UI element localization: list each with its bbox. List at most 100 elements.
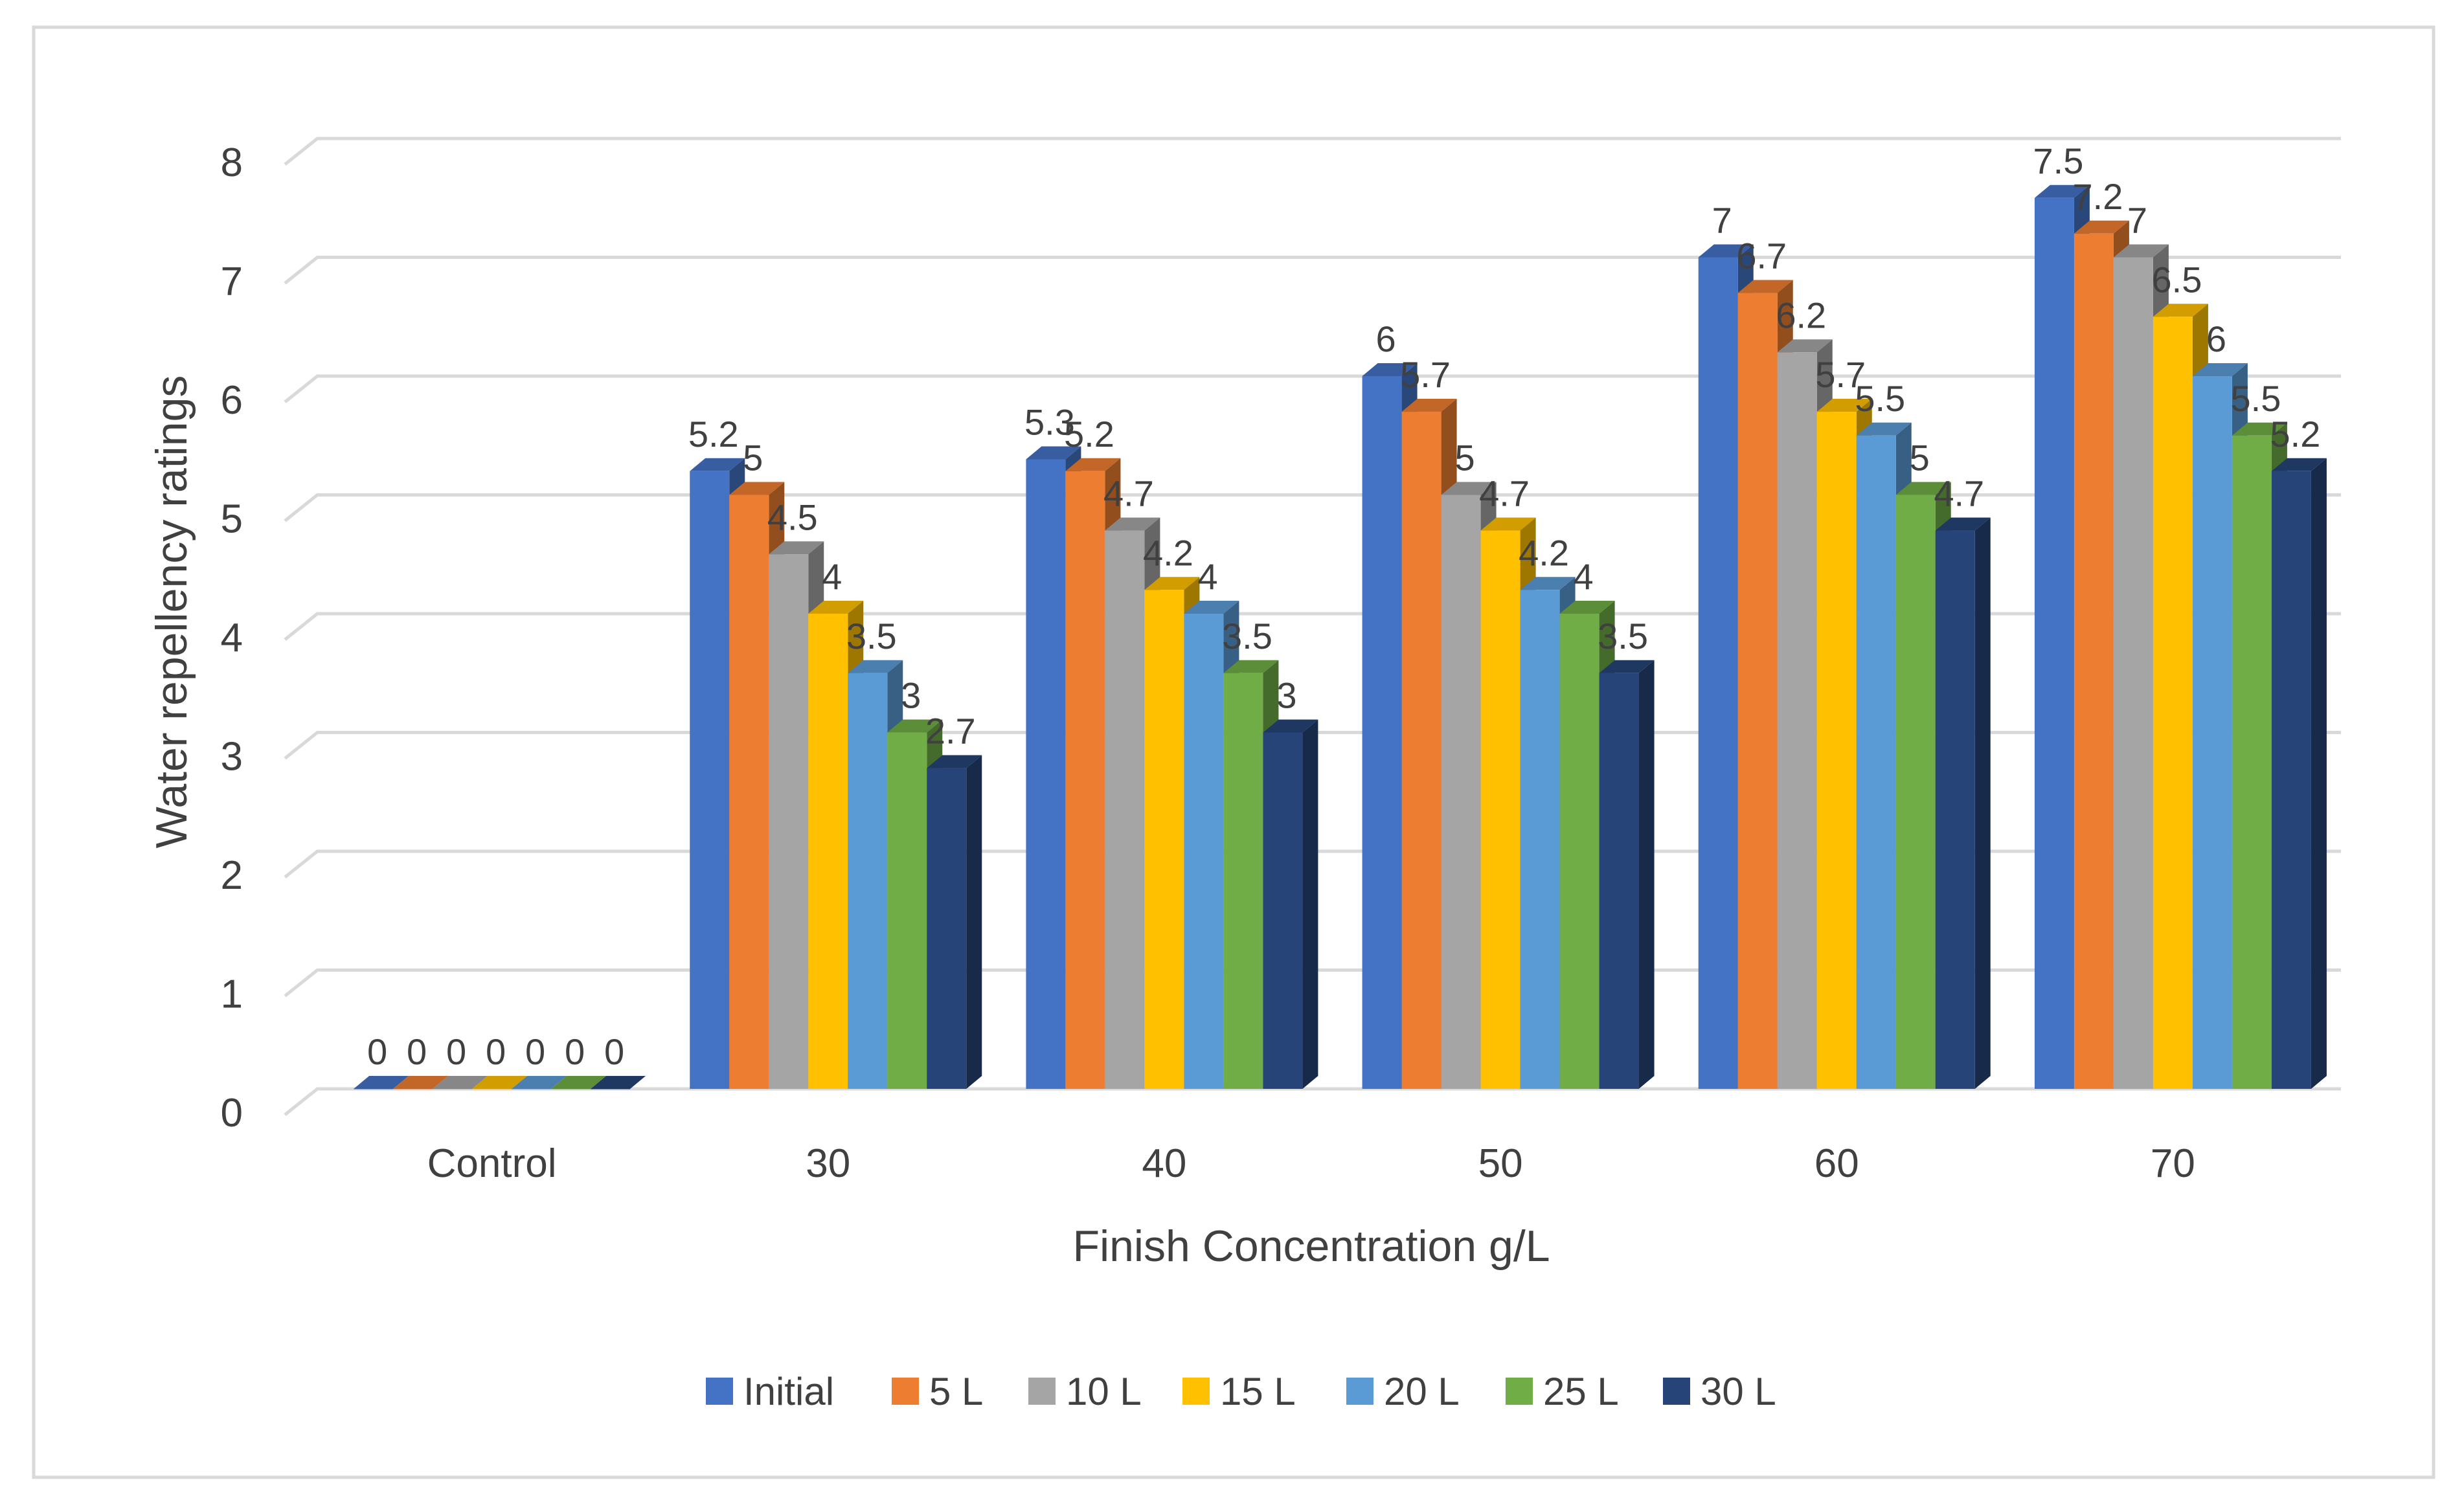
data-label: 5 — [1455, 438, 1475, 478]
legend-swatch — [1182, 1378, 1210, 1405]
legend-item: 5 L — [892, 1370, 983, 1413]
bar — [551, 1076, 607, 1090]
gridlines — [284, 137, 2341, 1116]
data-label: 6 — [2206, 319, 2226, 359]
x-tick-label: 50 — [1478, 1141, 1523, 1186]
legend-swatch — [1663, 1378, 1690, 1405]
legend-swatch — [1028, 1378, 1056, 1405]
data-label: 4.2 — [1519, 532, 1569, 573]
data-label: 4.7 — [1103, 473, 1154, 514]
bar — [393, 1076, 449, 1090]
data-label: 0 — [565, 1031, 585, 1072]
data-label: 5.3 — [1024, 401, 1075, 442]
bar — [1599, 660, 1655, 1089]
bar — [433, 1076, 488, 1090]
bar — [1263, 719, 1318, 1089]
gridline — [284, 968, 2341, 998]
data-label: 0 — [407, 1031, 427, 1072]
gridline — [284, 137, 2341, 166]
data-label: 6.2 — [1776, 295, 1826, 335]
legend-item: Initial — [706, 1370, 834, 1413]
legend-label: 30 L — [1701, 1370, 1776, 1413]
data-label: 5.7 — [1815, 354, 1866, 395]
gridline — [284, 731, 2341, 760]
legend-swatch — [706, 1378, 733, 1405]
data-label: 0 — [446, 1031, 466, 1072]
gridline — [284, 849, 2341, 878]
y-tick-label: 1 — [221, 972, 243, 1017]
data-label: 5 — [743, 438, 763, 478]
data-label: 4 — [1197, 556, 1217, 597]
data-label: 5.5 — [1855, 378, 1905, 419]
legend-item: 25 L — [1506, 1370, 1619, 1413]
x-tick-label: 40 — [1142, 1141, 1186, 1186]
y-tick-label: 7 — [221, 260, 243, 304]
gridline — [284, 493, 2341, 522]
legend-item: 30 L — [1663, 1370, 1776, 1413]
bar — [472, 1076, 528, 1090]
legend-label: 20 L — [1384, 1370, 1460, 1413]
data-label: 4 — [822, 556, 842, 597]
data-labels: 0 0 0 0 0 0 05.254.543.532.75.35.24.74.243.536… — [367, 140, 2320, 1072]
bar — [354, 1076, 409, 1090]
bar — [512, 1076, 567, 1090]
x-axis-title: Finish Concentration g/L — [1072, 1222, 1550, 1271]
data-label: 4.7 — [1934, 473, 1984, 514]
bar — [2271, 458, 2327, 1089]
y-tick-label: 6 — [221, 378, 243, 423]
data-label: 6 — [1376, 319, 1396, 359]
data-label: 5.7 — [1400, 354, 1451, 395]
data-label: 4.5 — [767, 497, 818, 537]
y-axis-title: Water repellency ratings — [147, 375, 196, 849]
data-label: 6.7 — [1736, 236, 1787, 276]
y-tick-label: 3 — [221, 735, 243, 779]
data-label: 4 — [1574, 556, 1594, 597]
data-label: 3 — [1276, 675, 1296, 716]
data-label: 0 — [367, 1031, 387, 1072]
data-label: 6.5 — [2151, 259, 2202, 300]
gridline — [284, 256, 2341, 285]
legend-label: 25 L — [1543, 1370, 1619, 1413]
data-label: 5.5 — [2230, 378, 2281, 419]
data-label: 0 — [486, 1031, 506, 1072]
data-label: 3.5 — [846, 616, 897, 656]
data-label: 7.2 — [2072, 176, 2123, 217]
data-label: 0 — [525, 1031, 545, 1072]
bar — [1935, 517, 1991, 1089]
data-label: 5.2 — [688, 414, 739, 454]
y-tick-label: 5 — [221, 497, 243, 542]
data-label: 5.2 — [1064, 414, 1114, 454]
data-label: 7 — [2127, 200, 2147, 241]
data-label: 5.2 — [2270, 414, 2320, 454]
x-axis-categories: Control 30 40 50 60 70 — [427, 1141, 2195, 1186]
data-label: 7.5 — [2033, 140, 2083, 181]
gridline — [284, 1087, 2341, 1116]
bar — [591, 1076, 646, 1090]
data-label: 4.7 — [1479, 473, 1530, 514]
x-tick-label: 70 — [2151, 1141, 2195, 1186]
y-tick-label: 2 — [221, 853, 243, 898]
data-label: 2.7 — [925, 711, 976, 752]
gridline — [284, 374, 2341, 403]
y-axis-ticks: 0 1 2 3 4 5 6 7 8 — [221, 140, 243, 1135]
legend-item: 20 L — [1346, 1370, 1460, 1413]
data-label: 3 — [901, 675, 921, 716]
data-label: 5 — [1910, 438, 1930, 478]
bar — [927, 755, 982, 1089]
data-label: 0 — [604, 1031, 624, 1072]
legend-label: 15 L — [1220, 1370, 1296, 1413]
x-tick-label: Control — [427, 1141, 557, 1186]
y-tick-label: 8 — [221, 140, 243, 185]
y-tick-label: 0 — [221, 1091, 243, 1135]
bars — [354, 184, 2327, 1090]
legend-item: 15 L — [1182, 1370, 1296, 1413]
legend-swatch — [1506, 1378, 1533, 1405]
data-label: 3.5 — [1222, 616, 1272, 656]
data-label: 4.2 — [1143, 532, 1193, 573]
legend: Initial 5 L 10 L 15 L 20 L 25 L 30 L — [706, 1370, 1776, 1413]
legend-item: 10 L — [1028, 1370, 1142, 1413]
legend-label: Initial — [743, 1370, 834, 1413]
gridline — [284, 612, 2341, 641]
